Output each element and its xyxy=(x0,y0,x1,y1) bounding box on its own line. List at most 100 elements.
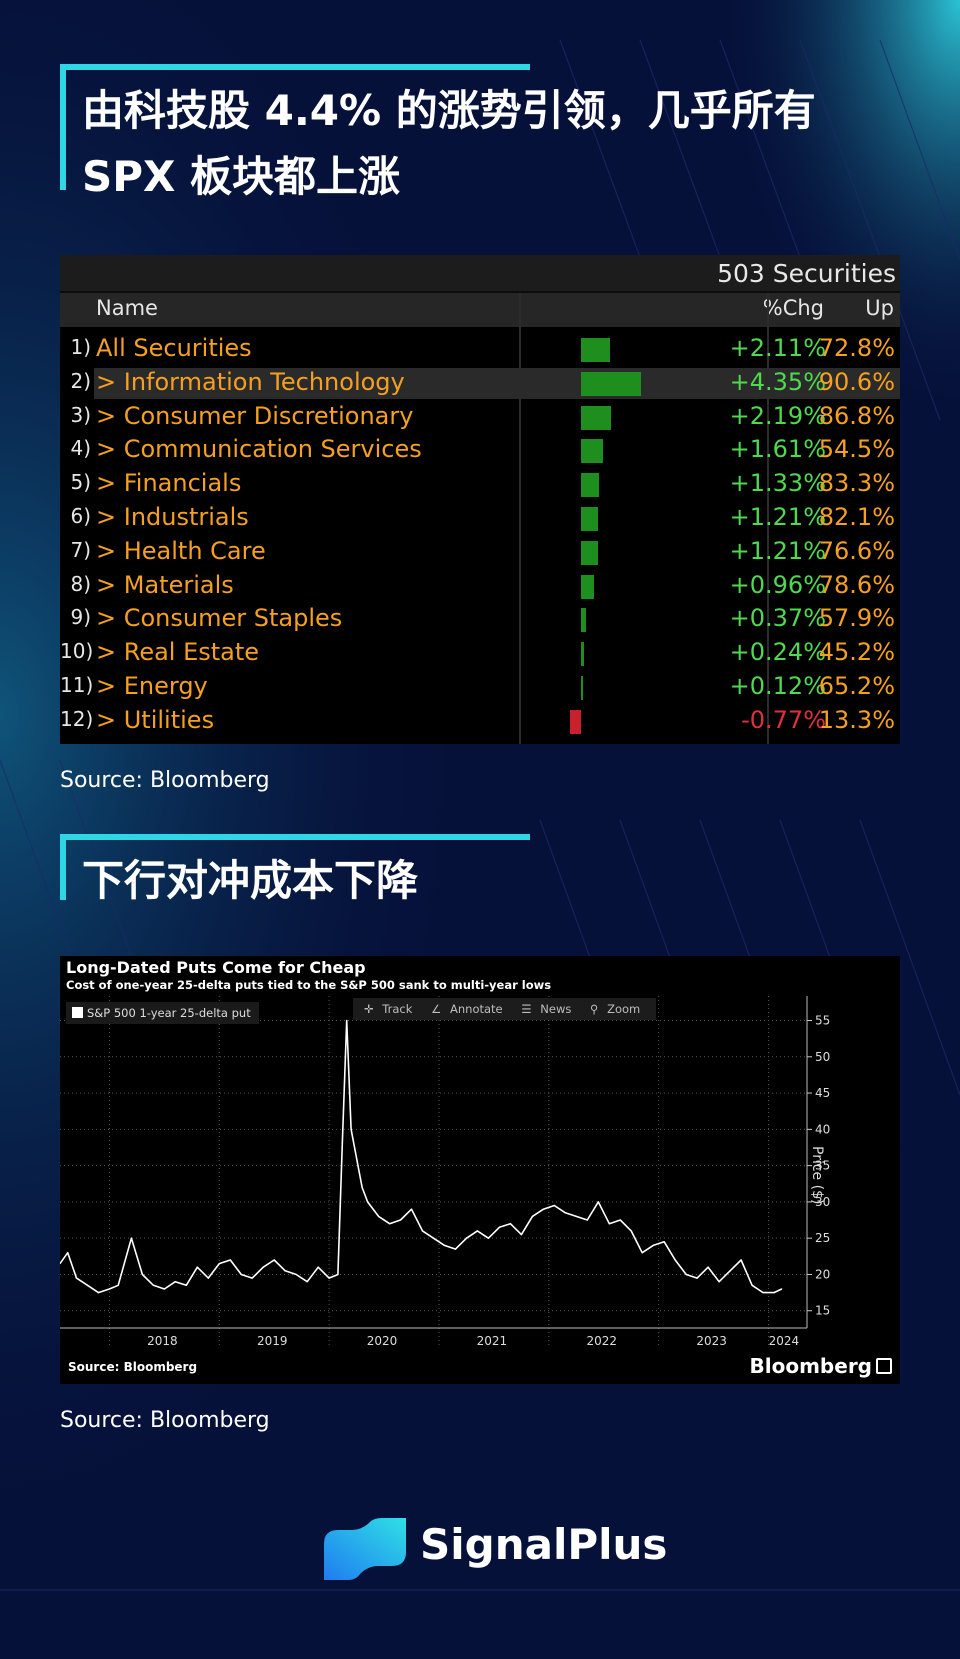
sector-name[interactable]: > Communication Services xyxy=(96,435,422,464)
table-row[interactable]: 2) > Information Technology +4.35% 90.6% xyxy=(60,367,900,401)
row-number: 6) xyxy=(70,503,91,528)
chg-bar xyxy=(581,540,598,565)
data-point xyxy=(619,1219,621,1221)
row-number: 4) xyxy=(70,436,91,461)
data-point xyxy=(141,1273,143,1276)
x-tick-label: 2020 xyxy=(367,1334,398,1348)
sector-name[interactable]: > Financials xyxy=(96,469,242,498)
news-button[interactable]: ☰ News xyxy=(521,1002,572,1016)
table-row[interactable]: 6) > Industrials +1.21% 82.1% xyxy=(60,502,900,536)
data-point xyxy=(356,1157,358,1159)
sector-name[interactable]: > Materials xyxy=(96,570,234,599)
table-row[interactable]: 4) > Communication Services +1.61% 54.5% xyxy=(60,434,900,468)
column-header-up[interactable]: Up xyxy=(865,296,894,320)
column-header-name[interactable]: Name xyxy=(96,296,158,320)
data-point xyxy=(185,1284,187,1286)
pct-up: 57.9% xyxy=(818,604,895,633)
legend-swatch xyxy=(72,1007,83,1018)
table-row[interactable]: 3) > Consumer Discretionary +2.19% 86.8% xyxy=(60,401,900,435)
pct-up: 45.2% xyxy=(818,638,895,667)
pct-up: 72.8% xyxy=(818,334,895,362)
row-number: 2) xyxy=(70,368,91,393)
table-row[interactable]: 5) > Financials +1.33% 83.3% xyxy=(60,468,900,502)
sector-name[interactable]: > Energy xyxy=(96,671,208,700)
table-row[interactable]: 9) > Consumer Staples +0.37% 57.9% xyxy=(60,603,900,637)
y-tick-label: 15 xyxy=(815,1304,830,1318)
sector-name[interactable]: > Industrials xyxy=(96,502,249,531)
data-point xyxy=(366,1201,369,1203)
row-number: 9) xyxy=(70,605,91,630)
data-point xyxy=(762,1292,764,1294)
table-row[interactable]: 12) > Utilities -0.77% 13.3% xyxy=(60,705,900,739)
bloomberg-wordmark: Bloomberg xyxy=(749,1354,872,1378)
table-row[interactable]: 10) > Real Estate +0.24% 45.2% xyxy=(60,637,900,671)
section-heading: 下行对冲成本下降 xyxy=(82,856,419,905)
row-number: 5) xyxy=(70,470,91,495)
data-point xyxy=(663,1241,665,1243)
data-point xyxy=(207,1277,209,1279)
sector-name[interactable]: > Health Care xyxy=(96,536,266,565)
pct-change: +2.19% xyxy=(729,401,826,430)
data-point xyxy=(597,1201,599,1203)
row-number: 1) xyxy=(70,335,91,359)
annotate-label: Annotate xyxy=(450,1002,503,1016)
sector-name[interactable]: > Information Technology xyxy=(96,367,405,396)
track-button[interactable]: ✛ Track xyxy=(364,1002,413,1016)
row-number: 11) xyxy=(60,672,94,697)
y-tick-label: 50 xyxy=(815,1050,830,1064)
data-point xyxy=(520,1233,522,1236)
data-point xyxy=(487,1237,490,1239)
data-point xyxy=(509,1223,511,1225)
column-header-chg[interactable]: %Chg xyxy=(762,296,824,320)
data-point xyxy=(696,1277,698,1279)
pct-up: 86.8% xyxy=(818,401,895,430)
data-point xyxy=(130,1237,133,1239)
row-number: 8) xyxy=(70,571,91,596)
table-row[interactable]: 1) All Securities +2.11% 72.8% xyxy=(60,333,900,367)
row-number: 12) xyxy=(60,706,94,731)
chg-bar xyxy=(581,473,600,498)
zoom-label: Zoom xyxy=(607,1002,641,1016)
data-point xyxy=(306,1281,308,1283)
data-point xyxy=(86,1284,89,1286)
sector-performance-table: 503 Securities Name %Chg Up 1) All Securi… xyxy=(60,255,900,744)
x-tick-label: 2021 xyxy=(477,1334,508,1348)
sector-name[interactable]: All Securities xyxy=(96,334,252,362)
column-divider xyxy=(519,293,521,744)
table-row[interactable]: 7) > Health Care +1.21% 76.6% xyxy=(60,536,900,570)
data-point xyxy=(251,1277,253,1279)
sector-name[interactable]: > Utilities xyxy=(96,705,215,734)
chart-legend[interactable]: S&P 500 1-year 25-delta put xyxy=(66,1002,259,1024)
title-accent-bar xyxy=(60,834,530,840)
signalplus-wordmark: SignalPlus xyxy=(420,1520,668,1569)
y-tick-label: 55 xyxy=(815,1014,830,1028)
data-point xyxy=(553,1204,555,1207)
y-tick-label: 45 xyxy=(815,1086,830,1100)
pct-change: +1.21% xyxy=(729,536,826,565)
data-point xyxy=(740,1259,742,1261)
sector-name[interactable]: > Consumer Staples xyxy=(96,604,343,633)
chg-bar xyxy=(581,574,595,599)
table-row[interactable]: 8) > Materials +0.96% 78.6% xyxy=(60,570,900,604)
data-point xyxy=(341,1143,343,1145)
section-title-sectors: 由科技股 4.4% 的涨势引领，几乎所有 SPX 板块都上涨 xyxy=(60,64,816,201)
page-title: 由科技股 4.4% 的涨势引领，几乎所有 SPX 板块都上涨 xyxy=(82,86,816,201)
data-point xyxy=(454,1248,457,1250)
data-point xyxy=(641,1252,643,1254)
bloomberg-chart-icon xyxy=(876,1358,892,1374)
zoom-button[interactable]: ⚲ Zoom xyxy=(590,1002,641,1016)
pct-change: +1.33% xyxy=(729,469,826,498)
table-row[interactable]: 11) > Energy +0.12% 65.2% xyxy=(60,671,900,705)
data-point xyxy=(295,1273,297,1276)
data-point xyxy=(707,1266,709,1268)
data-point xyxy=(608,1223,610,1225)
data-point xyxy=(781,1288,783,1290)
pct-up: 90.6% xyxy=(818,367,895,396)
chart-toolbar: ✛ Track ∠ Annotate ☰ News ⚲ Zoom xyxy=(353,998,657,1020)
table-column-headers: Name %Chg Up xyxy=(60,293,900,327)
data-point xyxy=(564,1212,566,1214)
sector-name[interactable]: > Real Estate xyxy=(96,638,260,667)
sector-name[interactable]: > Consumer Discretionary xyxy=(96,401,414,430)
annotate-button[interactable]: ∠ Annotate xyxy=(431,1002,503,1016)
data-point xyxy=(377,1215,380,1218)
